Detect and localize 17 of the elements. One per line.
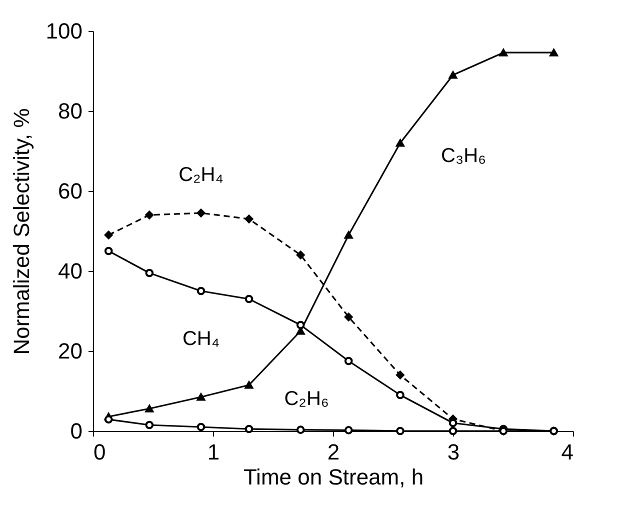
annotation: C₂H₄ bbox=[178, 164, 224, 186]
annotation: C₃H₆ bbox=[441, 144, 486, 167]
x-tick-label: 0 bbox=[94, 440, 106, 464]
y-tick-label: 20 bbox=[58, 338, 82, 364]
x-tick-label: 3 bbox=[447, 440, 460, 464]
x-axis-title: Time on Stream, h bbox=[243, 464, 424, 490]
annotation: C₂H₆ bbox=[284, 388, 329, 410]
y-tick-label: 100 bbox=[46, 18, 82, 44]
y-tick-label: 0 bbox=[70, 418, 82, 444]
x-tick-label: 4 bbox=[561, 440, 574, 464]
y-tick-label: 40 bbox=[58, 258, 82, 284]
y-axis-title: Normalized Selectivity, % bbox=[8, 108, 34, 355]
y-tick-label: 60 bbox=[58, 178, 82, 204]
x-tick-label: 2 bbox=[327, 440, 340, 464]
annotation: CH₄ bbox=[182, 328, 220, 350]
y-tick-label: 80 bbox=[58, 98, 82, 124]
x-tick-label: 1 bbox=[207, 440, 220, 464]
